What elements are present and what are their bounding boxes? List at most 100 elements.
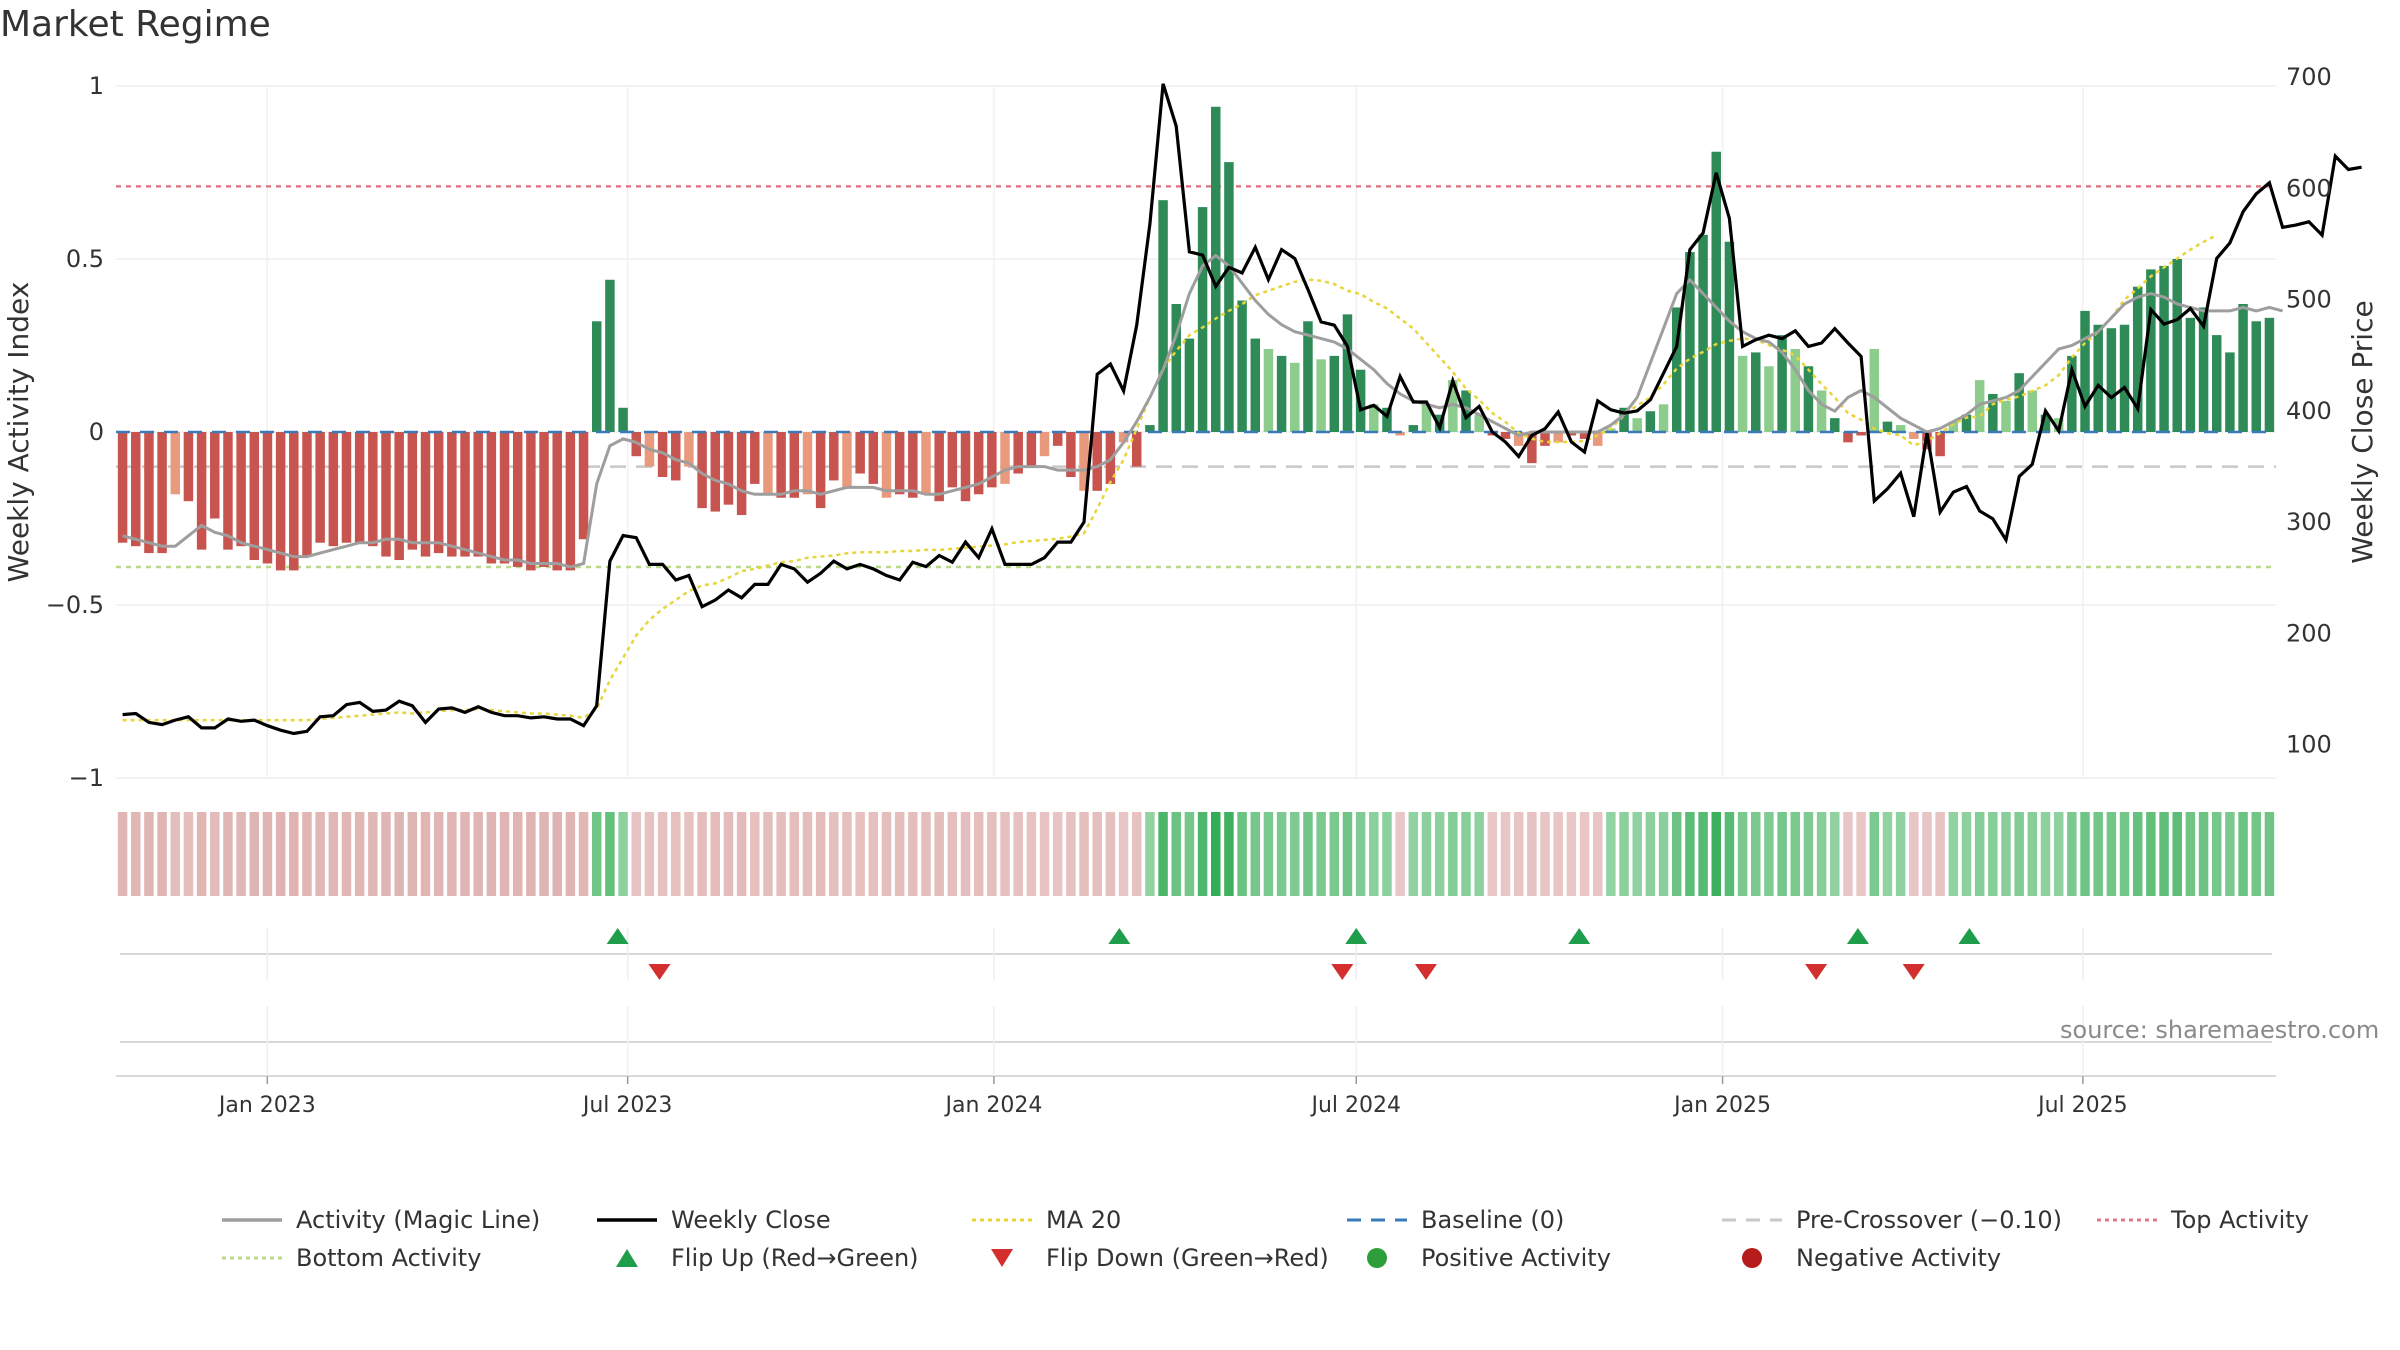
- regime-cell: [736, 812, 747, 896]
- regime-cell: [1922, 812, 1932, 896]
- activity-bar: [499, 432, 510, 564]
- regime-cell: [144, 812, 154, 896]
- activity-bar: [1751, 352, 1761, 432]
- activity-bar: [394, 432, 404, 561]
- regime-cell: [710, 812, 721, 896]
- activity-bar: [671, 432, 681, 481]
- activity-bar: [1579, 432, 1590, 439]
- activity-bar: [512, 432, 523, 567]
- legend-item-top: Top Activity: [2095, 1200, 2309, 1240]
- activity-bar: [908, 432, 918, 498]
- activity-bar: [723, 432, 734, 505]
- activity-bar: [684, 432, 694, 467]
- regime-cell: [908, 812, 918, 896]
- regime-cell: [2053, 812, 2064, 896]
- regime-cell: [2132, 812, 2143, 896]
- x-tick-label: Jan 2023: [217, 1093, 316, 1118]
- regime-cell: [328, 812, 339, 896]
- regime-cell: [842, 812, 852, 896]
- flip-up-marker: [606, 928, 629, 944]
- regime-cell: [618, 812, 628, 896]
- y-right-tick-label: 500: [2286, 286, 2332, 314]
- regime-cell: [1026, 812, 1037, 896]
- regime-cell: [2093, 812, 2103, 896]
- regime-cell: [249, 812, 260, 896]
- legend-label: Flip Down (Green→Red): [1046, 1244, 1329, 1272]
- regime-cell: [1882, 812, 1893, 896]
- regime-cell: [1145, 812, 1155, 896]
- flip-down-marker: [648, 964, 671, 980]
- activity-bar: [789, 432, 800, 498]
- regime-cell: [631, 812, 641, 896]
- regime-cell: [2067, 812, 2077, 896]
- regime-cell: [1355, 812, 1366, 896]
- activity-bar: [2264, 317, 2275, 432]
- activity-bars: [117, 106, 2275, 571]
- activity-bar: [1764, 366, 1774, 432]
- activity-bar: [842, 432, 852, 488]
- activity-bar: [526, 432, 536, 571]
- regime-cell: [894, 812, 905, 896]
- legend-label: Top Activity: [2171, 1206, 2309, 1234]
- regime-cell: [1290, 812, 1300, 896]
- legend-item-flipdown: Flip Down (Green→Red): [970, 1238, 1329, 1278]
- chart-title: Market Regime: [0, 4, 271, 45]
- activity-bar: [1316, 359, 1326, 432]
- activity-bar: [183, 432, 194, 502]
- regime-cell: [1724, 812, 1735, 896]
- regime-cell: [315, 812, 325, 896]
- activity-bar: [2106, 328, 2117, 432]
- activity-bar: [236, 432, 246, 547]
- regime-cell: [368, 812, 378, 896]
- activity-bar: [1092, 432, 1102, 491]
- flip-down-marker: [1414, 964, 1437, 980]
- activity-bar: [1790, 348, 1801, 432]
- activity-bar: [1395, 432, 1405, 436]
- regime-cell: [1448, 812, 1458, 896]
- weekly-close-line: [122, 83, 2362, 736]
- regime-cell: [1395, 812, 1405, 896]
- legend-label: Activity (Magic Line): [296, 1206, 541, 1234]
- activity-bar: [2211, 335, 2222, 432]
- regime-cell: [1105, 812, 1116, 896]
- regime-cell: [750, 812, 760, 896]
- regime-cell: [1066, 812, 1076, 896]
- activity-bar: [144, 432, 154, 554]
- regime-cell: [776, 812, 786, 896]
- regime-cell: [420, 812, 431, 896]
- activity-bar: [196, 432, 207, 550]
- activity-bar: [1197, 207, 1208, 432]
- activity-bar: [1830, 418, 1840, 432]
- regime-cell: [947, 812, 958, 896]
- activity-bar: [2067, 355, 2077, 432]
- activity-bar: [302, 432, 312, 557]
- activity-bar: [1290, 362, 1300, 432]
- regime-cell: [671, 812, 681, 896]
- activity-bar: [1355, 369, 1366, 432]
- regime-cell: [763, 812, 773, 896]
- x-tick-label: Jan 2025: [1672, 1093, 1771, 1118]
- activity-bar: [2001, 400, 2011, 432]
- regime-cell: [1909, 812, 1919, 896]
- activity-bar: [1039, 432, 1050, 457]
- regime-cell: [499, 812, 510, 896]
- activity-bar: [2093, 324, 2103, 432]
- activity-bar: [1566, 432, 1577, 436]
- y-right-tick-label: 400: [2286, 397, 2332, 425]
- activity-bar: [407, 432, 418, 550]
- regime-cell: [1553, 812, 1563, 896]
- regime-cell: [1816, 812, 1827, 896]
- regime-cell: [1777, 812, 1787, 896]
- activity-bar: [2225, 352, 2235, 432]
- regime-cell: [131, 812, 141, 896]
- regime-cell: [684, 812, 694, 896]
- regime-cell: [1500, 812, 1511, 896]
- activity-bar: [1527, 432, 1537, 464]
- regime-cell: [2027, 812, 2038, 896]
- regime-cell: [921, 812, 931, 896]
- y-right-tick-label: 700: [2286, 63, 2332, 91]
- activity-bar: [1369, 404, 1379, 432]
- regime-cell: [973, 812, 984, 896]
- legend-item-ma20: MA 20: [970, 1200, 1121, 1240]
